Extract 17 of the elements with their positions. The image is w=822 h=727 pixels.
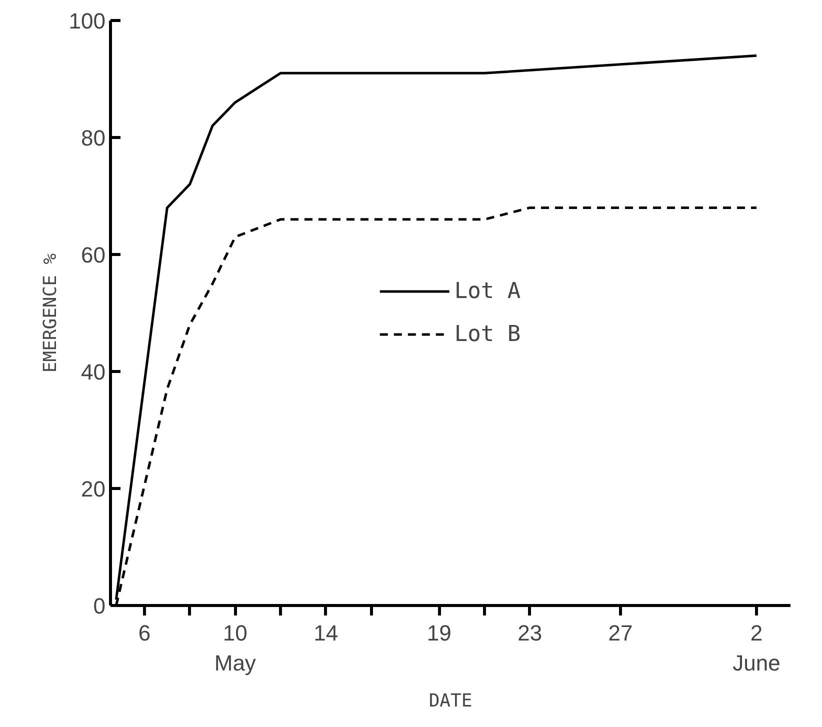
legend-label: Lot B bbox=[454, 322, 521, 346]
x-tick-label: 2 June bbox=[732, 620, 780, 676]
y-tick-label: 100 bbox=[68, 8, 106, 34]
x-tick-label: 19 bbox=[426, 620, 452, 646]
legend-label: Lot A bbox=[454, 278, 521, 304]
x-tick-label: 14 bbox=[314, 620, 338, 646]
x-axis-title: DATE bbox=[428, 690, 472, 712]
y-axis-title: EMERGENCE % bbox=[40, 253, 61, 373]
y-tick-label: 0 bbox=[93, 594, 106, 618]
x-tick-label: 27 bbox=[608, 620, 633, 646]
y-tick-label: 20 bbox=[81, 476, 106, 502]
x-tick-label: 10 May bbox=[214, 620, 256, 676]
x-tick-label: 6 bbox=[138, 620, 151, 646]
x-tick-label: 23 bbox=[518, 620, 542, 646]
y-tick-label: 60 bbox=[81, 242, 106, 268]
y-tick-label: 80 bbox=[81, 126, 106, 150]
y-tick-label: 40 bbox=[81, 360, 106, 384]
